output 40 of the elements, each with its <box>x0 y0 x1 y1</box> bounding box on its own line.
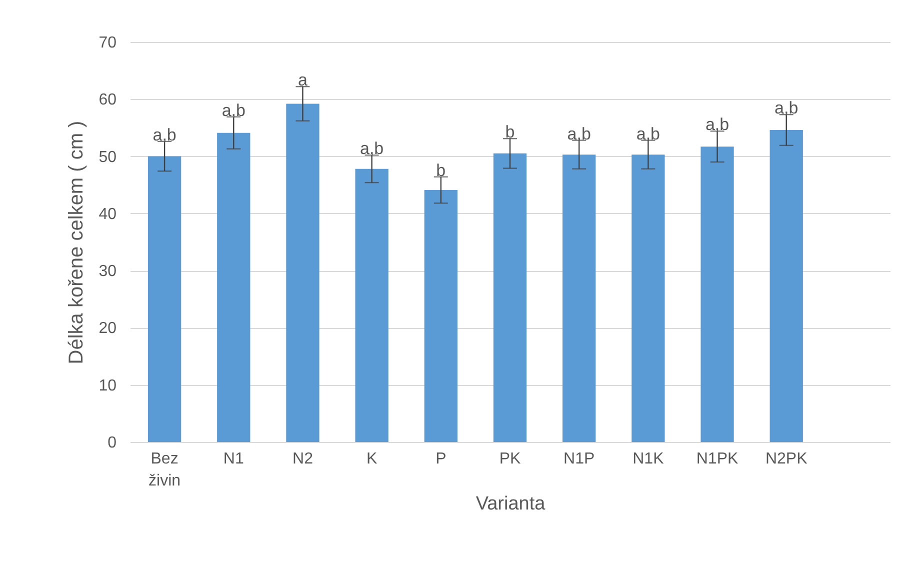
bar <box>562 154 596 442</box>
annotation: a,b <box>222 100 246 120</box>
y-tick-label: 60 <box>98 92 117 109</box>
y-tick-label: 20 <box>98 320 117 338</box>
x-tick-label: N1P <box>564 450 595 468</box>
annotation: a,b <box>567 124 591 144</box>
x-tick-label: N1PK <box>696 450 738 468</box>
bar <box>355 168 388 442</box>
y-axis-title: Délka kořene celkem ( cm ) <box>66 120 88 364</box>
bar <box>217 132 250 442</box>
y-tick-label: 50 <box>98 148 117 166</box>
x-tick-label: N1 <box>223 450 244 468</box>
annotation: a,b <box>360 139 384 158</box>
x-tick-label: Bez živin <box>148 450 181 490</box>
y-tick-label: 10 <box>98 377 117 394</box>
x-tick-label: PK <box>499 450 521 468</box>
y-tick-label: 70 <box>98 34 117 52</box>
annotation: a,b <box>705 115 730 134</box>
bar <box>632 154 665 442</box>
annotation: a,b <box>636 124 660 144</box>
x-tick-label: K <box>366 450 378 468</box>
bar <box>493 153 527 442</box>
y-tick-label: 30 <box>98 263 117 280</box>
bar <box>700 146 734 442</box>
annotation: a,b <box>774 98 798 118</box>
x-axis-title: Varianta <box>476 494 546 514</box>
y-tick-label: 40 <box>98 206 117 223</box>
x-tick-label: N2 <box>292 450 314 468</box>
y-tick-label: 0 <box>108 434 117 452</box>
annotation: a,b <box>152 125 176 144</box>
annotation: a <box>298 70 308 90</box>
bar <box>148 156 182 442</box>
annotation: b <box>436 160 446 180</box>
x-tick-label: N1K <box>632 450 664 468</box>
bar <box>770 130 803 442</box>
bar <box>286 104 320 442</box>
annotation: b <box>505 122 515 142</box>
bar <box>424 190 458 442</box>
x-tick-label: P <box>436 450 446 468</box>
x-tick-label: N2PK <box>765 450 808 468</box>
